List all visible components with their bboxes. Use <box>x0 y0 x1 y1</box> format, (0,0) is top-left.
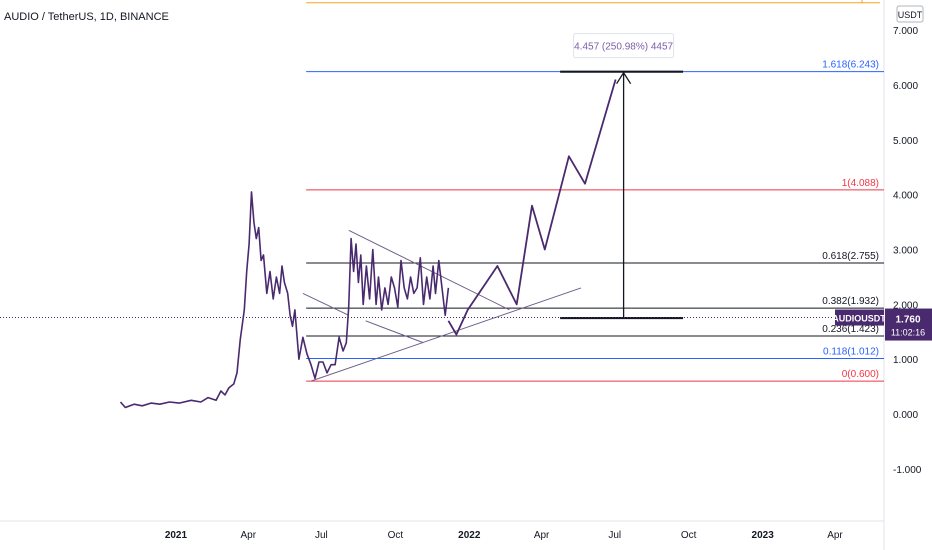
trendline <box>302 292 349 316</box>
measure-arrow-head <box>616 71 632 85</box>
trendline <box>348 229 510 311</box>
measure-label: 4.457 (250.98%) 4457 <box>574 42 673 53</box>
x-tick-label: Oct <box>681 530 697 541</box>
price-tag-countdown: 11:02:16 <box>891 328 925 338</box>
price-tag[interactable] <box>885 308 932 341</box>
fib-level-label: 1(4.088) <box>842 178 879 189</box>
fib-level-label: 0(0.600) <box>842 369 879 380</box>
trendline <box>365 320 424 344</box>
x-tick-label: Jul <box>315 530 328 541</box>
x-tick-label: 2023 <box>752 530 775 541</box>
symbol-tag-text: AUDIOUSDT <box>832 314 886 324</box>
y-tick-label: -1.000 <box>893 465 922 476</box>
fib-level-label: 0.236(1.423) <box>822 324 879 335</box>
price-tag-value: 1.760 <box>895 315 920 326</box>
y-tick-label: 2.000 <box>893 300 918 311</box>
currency-box-layer: USDT <box>896 5 924 23</box>
y-tick-label: 4.000 <box>893 191 918 202</box>
y-tick-label: 5.000 <box>893 136 918 147</box>
y-tick-label: 7.000 <box>893 26 918 37</box>
y-tick-label: 1.000 <box>893 355 918 366</box>
x-tick-label: Apr <box>240 530 256 541</box>
fib-level-label: 0.382(1.932) <box>822 296 879 307</box>
title-bar: AUDIO / TetherUS, 1D, BINANCE <box>4 11 169 23</box>
x-tick-label: 2021 <box>165 530 188 541</box>
currency-box[interactable] <box>896 5 924 23</box>
fib-level-label: 0.618(2.755) <box>822 251 879 262</box>
fib-level-label: 0.118(1.012) <box>823 347 879 358</box>
x-tick-label: Jul <box>608 530 621 541</box>
lines-group <box>0 0 884 409</box>
x-tick-label: Apr <box>827 530 843 541</box>
projection-path[interactable] <box>447 79 617 336</box>
currency-label: USDT <box>898 10 923 20</box>
axes-group: 7.000 6.000 5.000 4.000 3.000 2.000 1.000 0.000… <box>165 26 922 541</box>
x-tick-label: 2022 <box>458 530 481 541</box>
price-line[interactable] <box>119 191 450 409</box>
x-tick-label: Oct <box>388 530 404 541</box>
y-tick-label: 0.000 <box>893 410 918 421</box>
measure-label-box <box>573 33 675 59</box>
symbol-tag[interactable] <box>835 309 884 326</box>
labels-group: 1.618(6.243) 1(4.088) 0.618(2.755) 0.382(1.… <box>573 33 932 380</box>
y-tick-label: 3.000 <box>893 246 918 257</box>
fib-level-label: 1.618(6.243) <box>822 60 879 71</box>
trendline <box>310 287 582 382</box>
x-tick-label: Apr <box>534 530 550 541</box>
chart-title: AUDIO / TetherUS, 1D, BINANCE <box>4 11 169 23</box>
y-tick-label: 6.000 <box>893 81 918 92</box>
